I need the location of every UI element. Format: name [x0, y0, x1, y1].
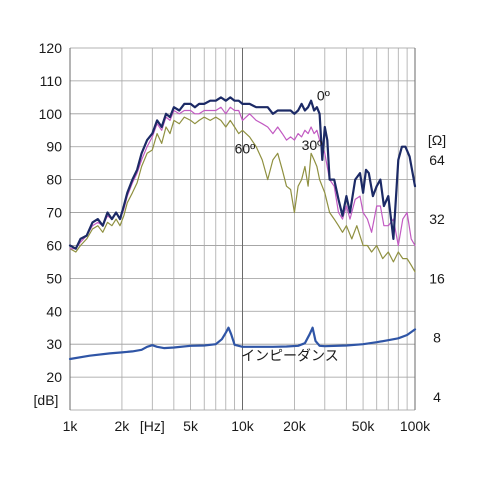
right-tick-label: 32: [429, 211, 445, 227]
y-tick-label: 90: [46, 139, 62, 155]
series-annotation: 60º: [235, 140, 256, 156]
y-tick-label: 70: [46, 205, 62, 221]
y-tick-label: 40: [46, 303, 62, 319]
series-annotation: インピーダンス: [241, 348, 339, 364]
y-tick-label: 110: [40, 73, 63, 89]
y-axis-tick-labels: 20 30 40 50 60 70 80 90 100 110 120: [39, 40, 63, 385]
y-tick-label: 120: [39, 40, 63, 56]
series-annotation: 30º: [302, 137, 323, 153]
x-tick-label: 5k: [183, 418, 199, 434]
x-tick-label: 10k: [231, 418, 255, 434]
right-tick-label: 16: [429, 270, 445, 286]
series-line: [68, 96, 417, 250]
x-axis-unit-label: [Hz]: [140, 418, 165, 434]
y-axis-unit-label: [dB]: [34, 392, 59, 408]
x-tick-label: 2k: [115, 418, 131, 434]
right-tick-label: 4: [433, 389, 441, 405]
right-axis-tick-labels: 64 32 16 8 4: [429, 152, 445, 405]
x-tick-label: 1k: [63, 418, 79, 434]
y-tick-label: 30: [46, 336, 62, 352]
series-lines: [68, 96, 417, 361]
series-annotations: 0º 30º 60º インピーダンス: [235, 88, 339, 364]
right-tick-label: 8: [433, 330, 441, 346]
right-axis-unit-label: [Ω]: [428, 132, 446, 148]
y-tick-label: 60: [46, 237, 62, 253]
y-tick-label: 20: [46, 369, 62, 385]
series-line: [69, 116, 416, 273]
x-axis-tick-labels: 1k 2k 5k 10k 20k 50k 100k: [63, 418, 432, 434]
x-tick-label: 50k: [352, 418, 376, 434]
y-tick-label: 100: [39, 106, 63, 122]
x-tick-label: 100k: [400, 418, 431, 434]
x-tick-label: 20k: [283, 418, 307, 434]
series-line: [69, 106, 416, 250]
series-line: [68, 326, 417, 361]
vertical-gridlines: [69, 48, 416, 410]
series-annotation: 0º: [317, 88, 330, 104]
right-tick-label: 64: [429, 152, 445, 168]
y-tick-label: 80: [46, 172, 62, 188]
y-tick-label: 50: [46, 270, 62, 286]
